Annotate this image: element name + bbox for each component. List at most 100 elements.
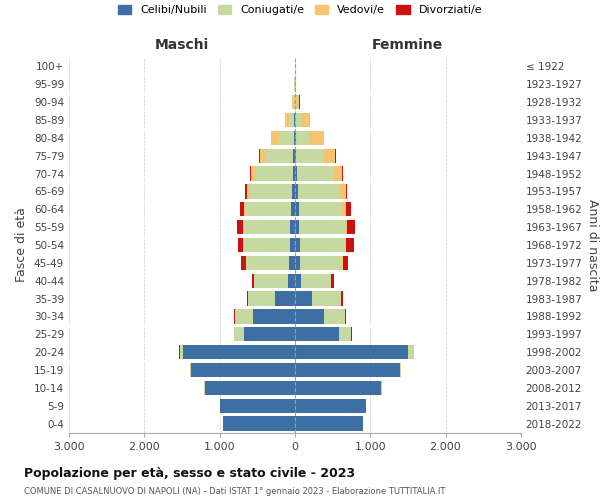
Bar	[292, 95, 293, 110]
Bar	[247, 292, 248, 306]
Bar	[191, 363, 295, 377]
Bar	[295, 148, 296, 163]
Bar	[254, 274, 288, 288]
Bar	[220, 398, 295, 413]
Bar	[346, 202, 350, 216]
Bar	[345, 310, 346, 324]
Bar	[245, 184, 247, 198]
Bar	[244, 220, 290, 234]
Bar	[247, 256, 289, 270]
Bar	[345, 220, 347, 234]
Bar	[347, 220, 355, 234]
Bar	[244, 327, 295, 342]
Bar	[295, 345, 408, 360]
Bar	[246, 202, 291, 216]
Bar	[324, 148, 335, 163]
Bar	[298, 184, 340, 198]
Text: Maschi: Maschi	[155, 38, 209, 52]
Bar	[334, 166, 342, 180]
Bar	[259, 148, 260, 163]
Bar	[342, 166, 343, 180]
Bar	[235, 310, 253, 324]
Bar	[285, 113, 289, 127]
Bar	[190, 363, 191, 377]
Bar	[292, 184, 295, 198]
Bar	[295, 256, 300, 270]
Bar	[184, 345, 295, 360]
Bar	[238, 238, 243, 252]
Bar	[297, 166, 334, 180]
Bar	[247, 184, 250, 198]
Bar	[295, 238, 300, 252]
Bar	[400, 363, 401, 377]
Bar	[335, 148, 336, 163]
Bar	[289, 113, 294, 127]
Bar	[295, 166, 297, 180]
Bar	[343, 256, 347, 270]
Bar	[252, 274, 254, 288]
Bar	[308, 130, 323, 145]
Bar	[295, 95, 296, 110]
Bar	[275, 292, 295, 306]
Bar	[295, 113, 301, 127]
Bar	[295, 77, 296, 92]
Bar	[299, 202, 343, 216]
Bar	[241, 202, 244, 216]
Text: Femmine: Femmine	[372, 38, 443, 52]
Bar	[260, 148, 266, 163]
Bar	[294, 113, 295, 127]
Bar	[293, 148, 295, 163]
Bar	[299, 220, 345, 234]
Bar	[295, 130, 296, 145]
Bar	[293, 95, 295, 110]
Bar	[340, 184, 346, 198]
Bar	[295, 327, 340, 342]
Bar	[312, 292, 341, 306]
Bar	[290, 220, 295, 234]
Bar	[289, 256, 295, 270]
Bar	[250, 184, 292, 198]
Bar	[295, 184, 298, 198]
Bar	[346, 238, 354, 252]
Y-axis label: Anni di nascita: Anni di nascita	[586, 198, 599, 291]
Bar	[243, 238, 244, 252]
Bar	[345, 238, 346, 252]
Bar	[295, 398, 367, 413]
Bar	[241, 256, 246, 270]
Bar	[288, 274, 295, 288]
Legend: Celibi/Nubili, Coniugati/e, Vedovi/e, Divorziati/e: Celibi/Nubili, Coniugati/e, Vedovi/e, Di…	[113, 0, 487, 20]
Bar	[290, 238, 295, 252]
Bar	[295, 274, 301, 288]
Bar	[242, 220, 244, 234]
Text: COMUNE DI CASALNUOVO DI NAPOLI (NA) - Dati ISTAT 1° gennaio 2023 - Elaborazione : COMUNE DI CASALNUOVO DI NAPOLI (NA) - Da…	[24, 488, 445, 496]
Bar	[301, 113, 310, 127]
Bar	[300, 256, 343, 270]
Bar	[296, 95, 299, 110]
Bar	[295, 220, 299, 234]
Bar	[266, 148, 293, 163]
Bar	[295, 292, 312, 306]
Bar	[244, 202, 246, 216]
Bar	[346, 184, 347, 198]
Bar	[271, 130, 280, 145]
Bar	[236, 220, 242, 234]
Bar	[244, 238, 290, 252]
Bar	[205, 380, 295, 395]
Bar	[301, 274, 331, 288]
Bar	[234, 327, 244, 342]
Bar	[234, 310, 235, 324]
Bar	[300, 238, 345, 252]
Bar	[295, 416, 362, 430]
Bar	[253, 310, 295, 324]
Bar	[248, 292, 275, 306]
Bar	[294, 130, 295, 145]
Bar	[341, 292, 343, 306]
Bar	[295, 380, 382, 395]
Bar	[408, 345, 414, 360]
Bar	[343, 202, 346, 216]
Bar	[179, 345, 184, 360]
Bar	[251, 166, 256, 180]
Bar	[295, 310, 323, 324]
Bar	[340, 327, 352, 342]
Y-axis label: Fasce di età: Fasce di età	[16, 208, 28, 282]
